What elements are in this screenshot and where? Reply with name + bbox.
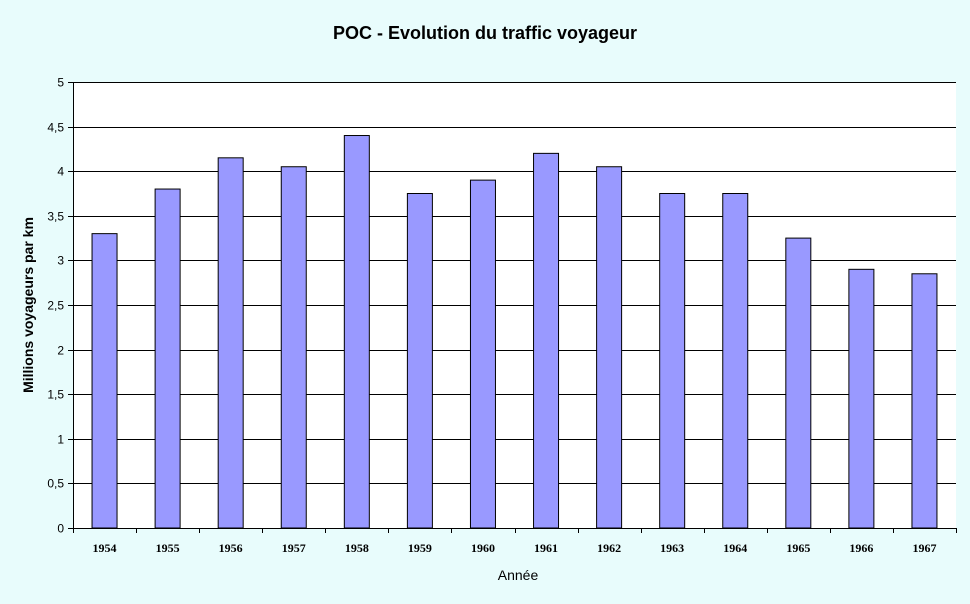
bar-1964	[722, 193, 749, 529]
bar-1955	[154, 188, 181, 529]
x-tick-label: 1954	[93, 541, 117, 555]
bar-1961	[533, 152, 560, 529]
y-tick-label: 2,5	[47, 299, 64, 313]
x-tick-label: 1966	[849, 541, 873, 555]
x-tick-label: 1965	[786, 541, 810, 555]
x-tick-label: 1959	[408, 541, 432, 555]
bar-1963	[659, 193, 686, 529]
x-ticks-group: 1954 1955 1956 1957 1958 1959 1960 1961 1962 1963…	[73, 528, 957, 555]
y-tick-label: 3,5	[47, 210, 64, 224]
x-tick-label: 1958	[345, 541, 369, 555]
y-tick-label: 2	[57, 344, 64, 358]
x-tick-label: 1962	[597, 541, 621, 555]
y-tick-label: 0	[57, 522, 64, 536]
bar-1965	[785, 237, 812, 529]
chart-title: POC - Evolution du traffic voyageur	[333, 23, 637, 43]
bar-1959	[406, 193, 433, 529]
y-tick-label: 1	[57, 433, 64, 447]
x-axis-label: Année	[498, 567, 539, 583]
x-tick-label: 1956	[219, 541, 243, 555]
y-axis-label: Millions voyageurs par km	[20, 217, 36, 393]
y-tick-label: 3	[57, 254, 64, 268]
x-tick-label: 1964	[723, 541, 747, 555]
x-tick-label: 1963	[660, 541, 684, 555]
bar-1960	[469, 179, 496, 529]
y-tick-label: 4	[57, 165, 64, 179]
bar-1966	[848, 268, 875, 529]
y-tick-label: 5	[57, 76, 64, 90]
bar-1957	[280, 166, 307, 529]
bar-1967	[911, 273, 938, 529]
x-tick-label: 1961	[534, 541, 558, 555]
axes-group	[73, 82, 956, 529]
bar-1962	[596, 166, 623, 529]
x-tick-label: 1967	[912, 541, 936, 555]
y-tick-label: 4,5	[47, 121, 64, 135]
x-tick-label: 1957	[282, 541, 306, 555]
y-tick-label: 0,5	[47, 477, 64, 491]
bar-1958	[343, 135, 370, 529]
y-ticks-group: 0 0,5 1 1,5 2 2,5 3 3,5 4 4,5 5	[47, 76, 73, 536]
x-tick-label: 1960	[471, 541, 495, 555]
y-tick-label: 1,5	[47, 388, 64, 402]
bar-1956	[217, 157, 244, 529]
bar-1954	[91, 233, 118, 529]
x-tick-label: 1955	[156, 541, 180, 555]
bars-group	[91, 135, 938, 529]
